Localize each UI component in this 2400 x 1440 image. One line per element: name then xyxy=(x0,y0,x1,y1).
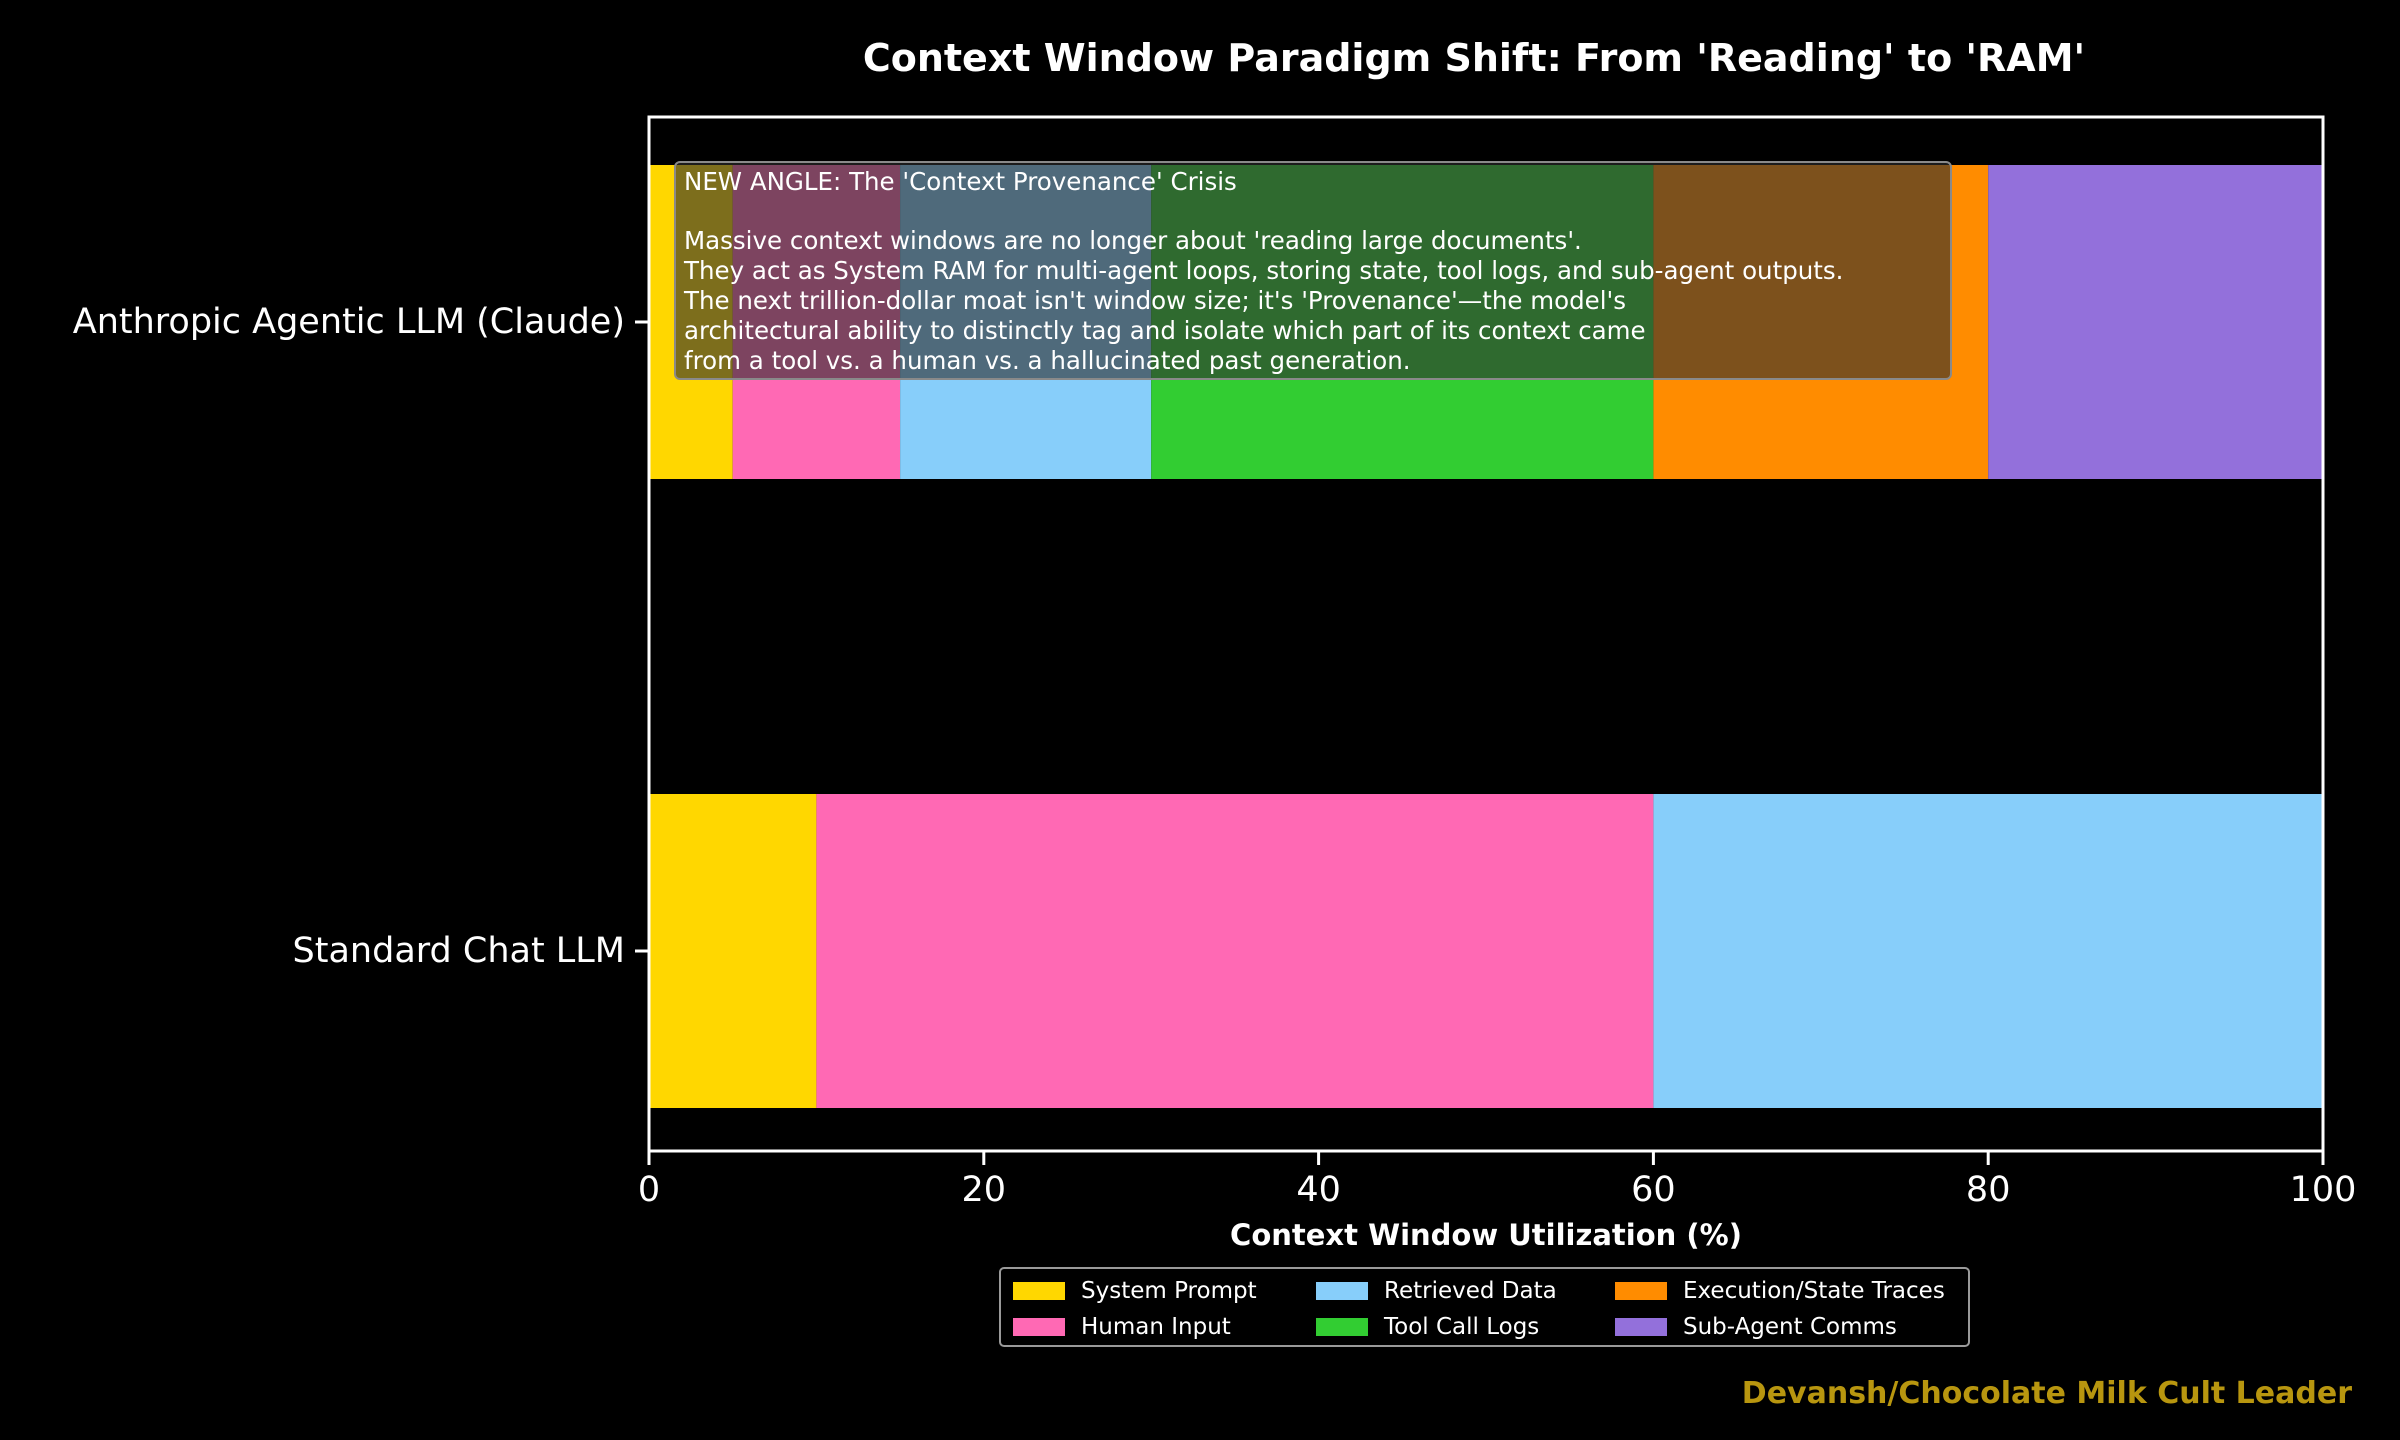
bar-segment-sub-agent-comms xyxy=(1988,165,2323,479)
x-axis-label: Context Window Utilization (%) xyxy=(1230,1218,1742,1252)
bar-segment-retrieved-data xyxy=(1653,794,2323,1108)
credit-text: Devansh/Chocolate Milk Cult Leader xyxy=(1741,1376,2352,1411)
bar-segment-human-input xyxy=(816,794,1654,1108)
chart-title: Context Window Paradigm Shift: From 'Rea… xyxy=(862,36,2086,80)
legend-label: System Prompt xyxy=(1081,1278,1257,1304)
legend-swatch xyxy=(1615,1318,1667,1336)
legend-item-tool-call-logs: Tool Call Logs xyxy=(1316,1309,1539,1345)
x-tick-label: 40 xyxy=(1296,1170,1341,1210)
x-tick-label: 60 xyxy=(1631,1170,1676,1210)
legend-label: Human Input xyxy=(1081,1314,1231,1340)
x-tick-label: 100 xyxy=(2290,1170,2357,1210)
annotation-line: architectural ability to distinctly tag … xyxy=(684,316,1646,345)
legend-swatch xyxy=(1316,1282,1368,1300)
legend-swatch xyxy=(1316,1318,1368,1336)
y-tick-label: Standard Chat LLM xyxy=(293,931,625,971)
legend-swatch xyxy=(1013,1318,1065,1336)
annotation-line: NEW ANGLE: The 'Context Provenance' Cris… xyxy=(684,167,1237,196)
bar-segment-system-prompt xyxy=(649,794,817,1108)
legend: System Prompt Human Input Retrieved Data… xyxy=(999,1267,1970,1347)
legend-item-retrieved-data: Retrieved Data xyxy=(1316,1273,1557,1309)
x-tick-label: 80 xyxy=(1966,1170,2011,1210)
annotation-line: They act as System RAM for multi-agent l… xyxy=(684,256,1844,285)
legend-item-human-input: Human Input xyxy=(1013,1309,1231,1345)
legend-label: Execution/State Traces xyxy=(1683,1278,1945,1304)
legend-swatch xyxy=(1013,1282,1065,1300)
x-tick-label: 0 xyxy=(638,1170,660,1210)
x-tick-label: 20 xyxy=(962,1170,1007,1210)
annotation-line: from a tool vs. a human vs. a hallucinat… xyxy=(684,346,1411,375)
legend-label: Retrieved Data xyxy=(1384,1278,1557,1304)
legend-item-system-prompt: System Prompt xyxy=(1013,1273,1257,1309)
legend-label: Tool Call Logs xyxy=(1384,1314,1540,1340)
legend-item-execution-state-traces: Execution/State Traces xyxy=(1615,1273,1945,1309)
annotation-line: The next trillion-dollar moat isn't wind… xyxy=(684,286,1626,315)
legend-label: Sub-Agent Comms xyxy=(1683,1314,1897,1340)
legend-swatch xyxy=(1615,1282,1667,1300)
y-tick-label: Anthropic Agentic LLM (Claude) xyxy=(73,302,625,342)
legend-item-sub-agent-comms: Sub-Agent Comms xyxy=(1615,1309,1897,1345)
plot-frame xyxy=(647,115,2325,1153)
annotation-spacer xyxy=(684,197,1944,226)
annotation-line: Massive context windows are no longer ab… xyxy=(684,226,1582,255)
annotation-box: NEW ANGLE: The 'Context Provenance' Cris… xyxy=(674,161,1952,380)
